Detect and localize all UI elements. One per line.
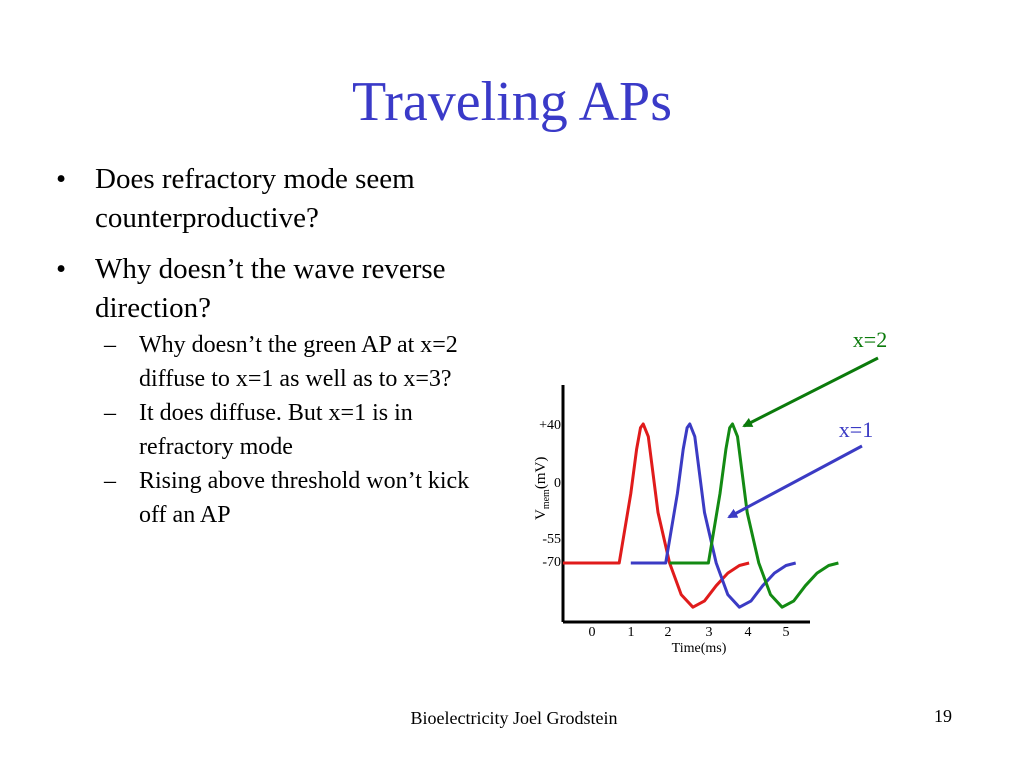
- bullet-text: Does refractory mode seem counterproduct…: [95, 163, 415, 234]
- x-tick-label: 4: [745, 625, 752, 640]
- x-tick-label: 1: [628, 625, 635, 640]
- bullet-mark: •: [56, 163, 67, 195]
- bullet-item: • Why doesn’t the wave reverse direction…: [52, 250, 482, 328]
- sub-bullet-item: – It does diffuse. But x=1 is in refract…: [52, 396, 482, 464]
- sub-bullet-mark: –: [104, 400, 116, 426]
- svg-text:Vmem(mV): Vmem(mV): [533, 457, 552, 520]
- y-tick-label: -55: [542, 532, 561, 547]
- bullet-mark: •: [56, 253, 67, 285]
- x-tick-label: 2: [665, 625, 672, 640]
- x-axis-label: Time(ms): [672, 641, 727, 656]
- x-tick-label: 3: [706, 625, 713, 640]
- page-number: 19: [934, 706, 952, 726]
- annotation-x2-arrow: [742, 356, 879, 428]
- x-tick-label: 0: [589, 625, 596, 640]
- sub-bullet-item: – Rising above threshold won’t kick off …: [52, 464, 482, 532]
- bullet-text: Why doesn’t the wave reverse direction?: [95, 253, 446, 324]
- y-tick-label: -70: [542, 555, 561, 570]
- y-axis-label-main: V: [533, 509, 549, 520]
- ap-series-line-red: [562, 422, 750, 609]
- y-axis-label: Vmem(mV): [533, 457, 552, 520]
- sub-bullet-mark: –: [104, 332, 116, 358]
- sub-bullet-text: Why doesn’t the green AP at x=2 diffuse …: [139, 332, 458, 392]
- sub-bullet-mark: –: [104, 468, 116, 494]
- ap-series-line-blue: [630, 422, 797, 609]
- ap-series-line-green: [669, 422, 839, 609]
- slide-title: Traveling APs: [351, 71, 672, 133]
- bullet-list: • Does refractory mode seem counterprodu…: [52, 160, 482, 532]
- annotation-x1-arrow: [727, 444, 863, 519]
- sub-bullet-text: Rising above threshold won’t kick off an…: [139, 468, 470, 528]
- sub-bullet-item: – Why doesn’t the green AP at x=2 diffus…: [52, 328, 482, 396]
- bullet-item: • Does refractory mode seem counterprodu…: [52, 160, 482, 238]
- y-tick-label: 0: [554, 476, 561, 491]
- footer-text: Bioelectricity Joel Grodstein: [410, 708, 618, 728]
- sub-bullet-text: It does diffuse. But x=1 is in refractor…: [139, 400, 413, 460]
- y-tick-label: +40: [539, 418, 561, 433]
- sub-bullet-list: – Why doesn’t the green AP at x=2 diffus…: [52, 328, 482, 532]
- y-axis-label-unit: (mV): [533, 457, 549, 490]
- annotation-x2-label: x=2: [853, 327, 887, 352]
- x-tick-label: 5: [783, 625, 790, 640]
- y-axis-label-subscript: mem: [541, 489, 552, 509]
- annotation-x1-label: x=1: [839, 417, 873, 442]
